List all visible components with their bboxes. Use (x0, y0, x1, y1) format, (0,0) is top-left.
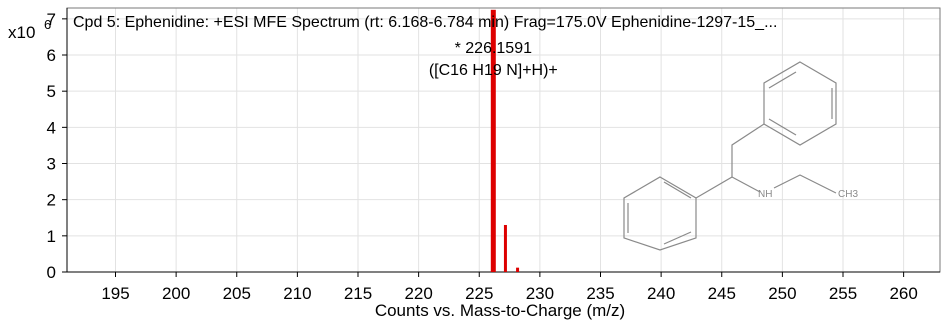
peak-annotation-mz: * 226.1591 (455, 40, 533, 57)
x-axis-label: Counts vs. Mass-to-Charge (m/z) (375, 301, 625, 320)
y-tick-label: 3 (47, 155, 56, 174)
peak-annotation-formula: ([C16 H19 N]+H)+ (429, 62, 558, 79)
amine-bond (731, 176, 761, 193)
y-tick-label: 0 (47, 263, 56, 282)
x-tick-label: 225 (465, 284, 493, 303)
spectrum-peak-bar (516, 267, 520, 272)
y-multiplier-label: x10 (8, 23, 35, 42)
x-tick-label: 245 (708, 284, 736, 303)
chart-title: Cpd 5: Ephenidine: +ESI MFE Spectrum (rt… (73, 14, 777, 31)
nh-label: NH (758, 189, 772, 200)
y-tick-label: 5 (47, 82, 56, 101)
upper-phenyl-inner-bonds (768, 71, 797, 89)
x-tick-label: 255 (829, 284, 857, 303)
x-tick-label: 260 (889, 284, 917, 303)
spectrum-peak-bar (503, 224, 507, 272)
y-tick-label: 2 (47, 191, 56, 210)
x-tick-label: 235 (586, 284, 614, 303)
upper-phenyl-inner-bond-3 (768, 118, 797, 136)
x-tick-label: 210 (283, 284, 311, 303)
x-tick-label: 230 (526, 284, 554, 303)
x-tick-label: 195 (101, 284, 129, 303)
x-tick-label: 205 (223, 284, 251, 303)
upper-phenyl-ring (763, 61, 837, 146)
y-multiplier-exponent: 6 (44, 17, 51, 32)
x-tick-label: 240 (647, 284, 675, 303)
x-tick-label: 250 (768, 284, 796, 303)
carbon-chain (695, 123, 765, 199)
lower-phenyl-inner-bond-3 (663, 231, 692, 245)
y-tick-label: 1 (47, 227, 56, 246)
lower-phenyl-inner-bond-2 (663, 181, 692, 199)
x-axis-ticks: 195 200 205 210 215 220 225 230 235 240 245 250 255 2… (101, 272, 918, 303)
y-tick-label: 6 (47, 46, 56, 65)
spectrum-peak-bar (490, 9, 496, 272)
x-tick-label: 215 (344, 284, 372, 303)
ethyl-bond (773, 174, 837, 194)
molecule-structure (623, 61, 837, 251)
spectrum-peaks (490, 9, 520, 272)
x-tick-label: 220 (404, 284, 432, 303)
ch3-label: CH3 (838, 189, 858, 200)
y-tick-label: 7 (47, 10, 56, 29)
x-tick-label: 200 (162, 284, 190, 303)
y-tick-label: 4 (47, 118, 56, 137)
